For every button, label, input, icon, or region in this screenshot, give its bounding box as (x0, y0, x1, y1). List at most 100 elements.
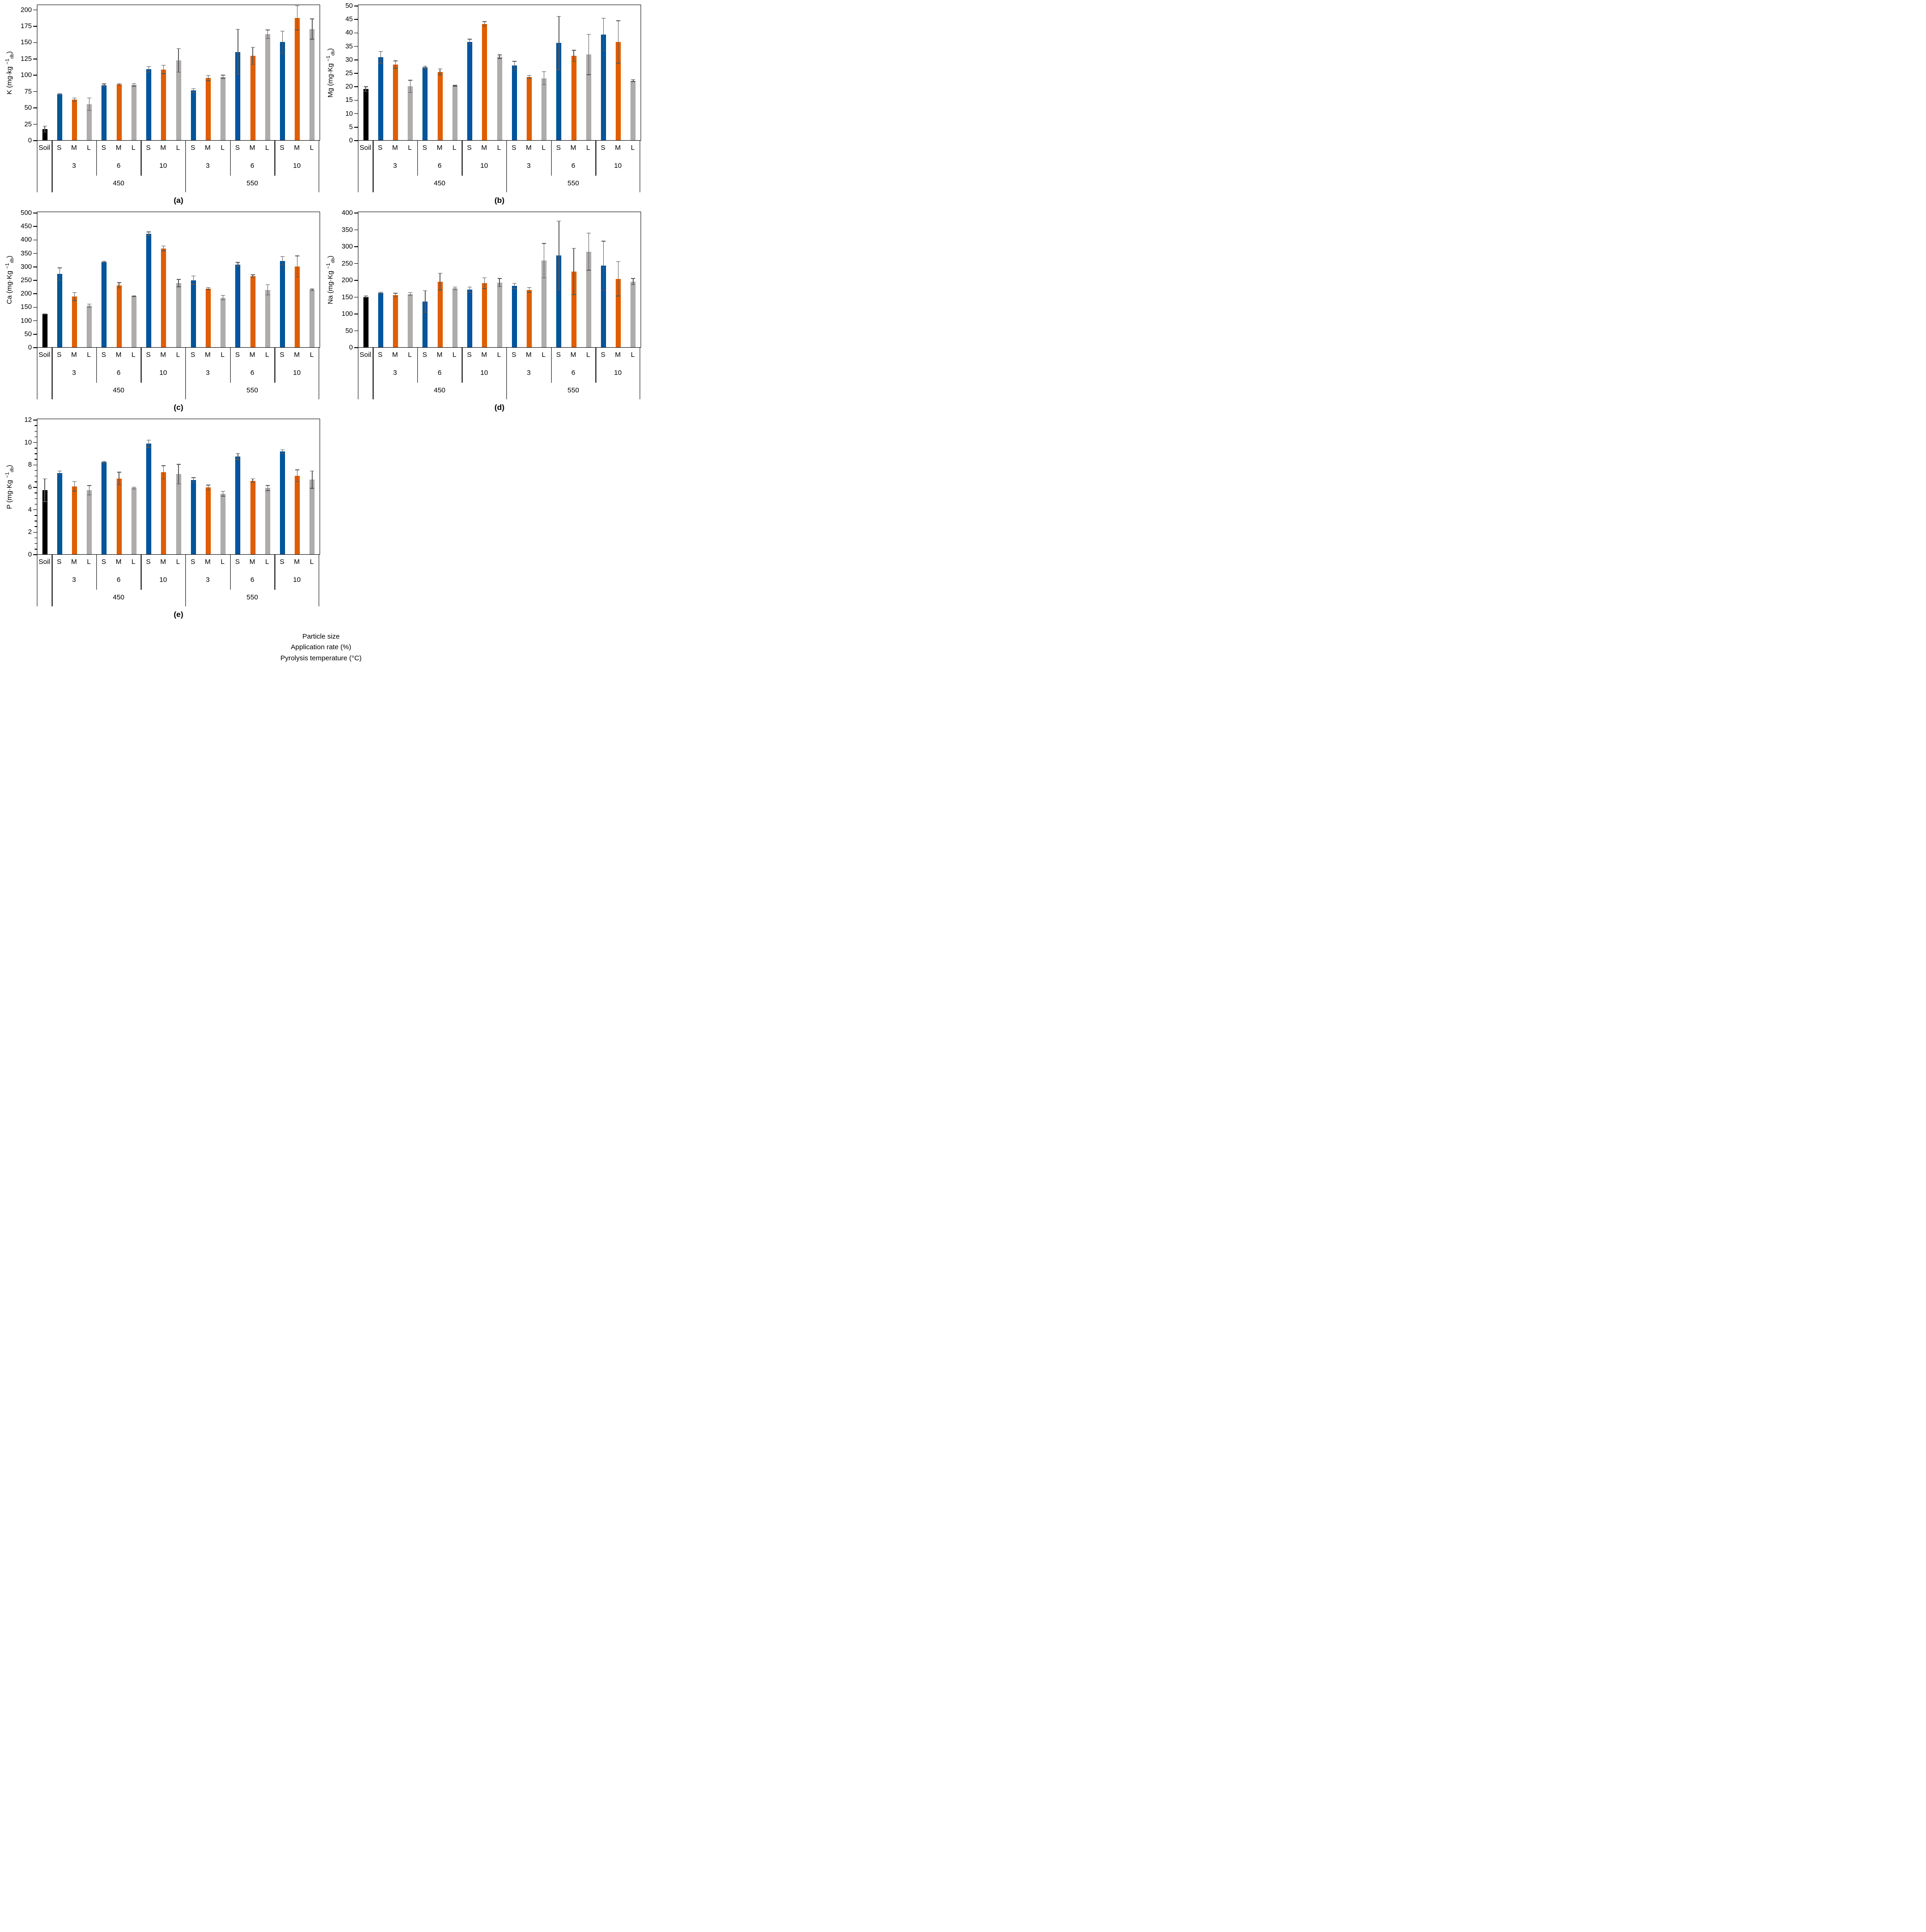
y-minor-tick-mark (35, 481, 37, 482)
x-label-rate: 10 (614, 162, 622, 170)
error-cap-top (557, 16, 561, 17)
axis-divider-line (506, 348, 507, 399)
bar-450-6-L (452, 288, 458, 347)
x-label-size: L (630, 144, 635, 152)
plot-area-c (37, 212, 320, 348)
bar-450-10-S (146, 69, 152, 140)
error-cap-top (631, 278, 636, 279)
error-cap-top (265, 284, 270, 285)
chart-panel-c: Ca (mg·Kg −1db) 0 50 100 150 200 250 300 350 400 4… (0, 207, 321, 414)
axis-divider-line (230, 141, 231, 176)
y-tick-mark (354, 113, 358, 114)
y-axis-title-b: Mg (mg·Kg −1db) (325, 5, 337, 141)
x-label-rate: 10 (614, 369, 622, 377)
x-label-rate: 10 (159, 369, 167, 377)
x-label-size: S (556, 351, 561, 359)
error-cap-top (102, 83, 107, 84)
x-label-size: S (190, 144, 196, 152)
axis-divider-line (96, 348, 97, 383)
x-label-size: L (176, 144, 180, 152)
y-tick-mark (354, 280, 358, 281)
y-axis-title-text: K (mg·kg −1db) (5, 51, 15, 95)
x-label-rate: 10 (480, 162, 488, 170)
bar-550-10-S (279, 42, 285, 140)
y-tick-mark (33, 75, 37, 76)
y-minor-tick-mark (35, 431, 37, 432)
y-tick-mark (33, 320, 37, 321)
y-tick-mark (33, 487, 37, 488)
bar-450-10-M (482, 24, 487, 140)
y-minor-tick-mark (35, 453, 37, 454)
axis-divider-line (96, 555, 97, 590)
bar-450-6-L (131, 488, 137, 554)
y-tick-mark (33, 91, 37, 92)
axis-divider-line (595, 348, 596, 383)
axis-divider-line (551, 141, 552, 176)
bar-450-6-M (116, 478, 122, 554)
category-axis-d: Soil S M L S M L S M L S M L S M L S M L 3 6 10 3 6 10 450 550 (358, 348, 641, 399)
x-label-size: L (87, 144, 91, 152)
bar-550-10-S (279, 261, 285, 347)
error-bar-550-6-L (588, 34, 589, 75)
y-tick-label: 75 (24, 88, 32, 95)
y-tick-label: 200 (20, 290, 32, 298)
bar-450-3-M (72, 486, 77, 554)
footnote-application-rate: Application rate (%) (291, 643, 351, 652)
bar-450-10-M (161, 472, 166, 554)
error-bar-550-6-M (252, 274, 253, 278)
y-tick-mark (33, 26, 37, 27)
bar-450-6-S (101, 85, 107, 140)
x-label-temperature: 450 (434, 179, 446, 187)
x-label-rate: 3 (527, 369, 531, 377)
y-tick-mark (33, 253, 37, 254)
y-tick-mark (354, 127, 358, 128)
bar-550-6-S (556, 43, 562, 140)
error-cap-top (161, 465, 166, 466)
error-cap-bottom (265, 38, 270, 39)
bar-450-3-M (72, 100, 77, 140)
x-label-rate: 6 (437, 162, 442, 170)
y-tick-mark (33, 347, 37, 348)
y-tick-label: 6 (28, 484, 32, 491)
x-label-size: L (265, 144, 269, 152)
bar-550-3-L (220, 77, 226, 140)
x-label-soil: Soil (38, 351, 50, 359)
error-cap-top (117, 282, 121, 283)
error-cap-bottom (250, 277, 255, 278)
y-axis-title-text: Ca (mg·Kg −1db) (5, 255, 15, 304)
x-label-size: L (265, 351, 269, 359)
error-cap-bottom (87, 307, 92, 308)
bar-550-10-M (295, 475, 300, 554)
x-label-size: S (101, 144, 106, 152)
error-bar-550-10-S (282, 256, 283, 266)
x-label-size: M (160, 558, 166, 566)
x-label-size: L (265, 558, 269, 566)
error-cap-bottom (191, 482, 196, 483)
x-label-rate: 3 (206, 369, 210, 377)
x-label-size: M (392, 144, 398, 152)
error-cap-top (497, 54, 502, 55)
error-cap-top (250, 274, 255, 275)
error-cap-top (72, 481, 77, 482)
bar-550-3-S (511, 286, 517, 347)
bar-550-6-S (235, 264, 241, 347)
y-minor-tick-mark (35, 498, 37, 499)
plot-area-d (358, 212, 641, 348)
x-label-size: S (146, 558, 151, 566)
bar-450-10-L (176, 474, 181, 554)
bar-450-10-L (497, 56, 502, 140)
bar-450-3-S (378, 57, 383, 140)
x-label-size: S (422, 144, 427, 152)
x-label-size: S (511, 144, 517, 152)
x-label-size: M (249, 351, 256, 359)
x-label-size: L (497, 144, 501, 152)
x-label-size: L (309, 558, 314, 566)
bar-450-10-L (176, 60, 181, 140)
y-tick-label: 10 (24, 439, 32, 446)
axis-divider-line (417, 348, 418, 383)
y-axis-title-e: P (mg·Kg −1db) (4, 419, 16, 555)
bar-450-3-L (87, 104, 92, 140)
error-bar-550-6-M (252, 478, 253, 483)
y-tick-label: 200 (341, 277, 353, 284)
y-axis-title-text: Mg (mg·Kg −1db) (326, 47, 336, 98)
